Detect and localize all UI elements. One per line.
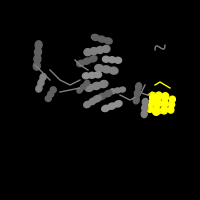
Ellipse shape: [133, 96, 139, 104]
Ellipse shape: [154, 99, 161, 108]
Ellipse shape: [48, 91, 54, 97]
Ellipse shape: [168, 107, 174, 113]
Ellipse shape: [102, 66, 111, 73]
Ellipse shape: [96, 46, 104, 54]
Ellipse shape: [102, 45, 110, 52]
Ellipse shape: [82, 73, 90, 79]
Ellipse shape: [114, 101, 122, 107]
Ellipse shape: [161, 99, 168, 107]
Ellipse shape: [89, 56, 97, 62]
Ellipse shape: [35, 41, 42, 49]
Ellipse shape: [84, 101, 91, 108]
Ellipse shape: [169, 96, 175, 103]
Ellipse shape: [84, 49, 91, 56]
Ellipse shape: [98, 93, 106, 100]
Ellipse shape: [80, 84, 86, 90]
Ellipse shape: [77, 88, 82, 93]
Ellipse shape: [92, 82, 101, 90]
Ellipse shape: [91, 34, 99, 40]
Ellipse shape: [102, 56, 110, 62]
Ellipse shape: [148, 99, 154, 107]
Ellipse shape: [95, 65, 104, 72]
Ellipse shape: [109, 67, 118, 74]
Ellipse shape: [98, 36, 106, 42]
Ellipse shape: [155, 92, 162, 101]
Ellipse shape: [114, 57, 122, 63]
Ellipse shape: [34, 55, 41, 63]
Ellipse shape: [104, 38, 112, 44]
Ellipse shape: [92, 96, 100, 102]
Ellipse shape: [153, 106, 160, 115]
Ellipse shape: [141, 110, 147, 118]
Ellipse shape: [102, 105, 109, 112]
Ellipse shape: [110, 89, 116, 94]
Ellipse shape: [169, 101, 175, 108]
Ellipse shape: [142, 98, 148, 106]
Ellipse shape: [38, 79, 44, 86]
Ellipse shape: [104, 90, 112, 97]
Ellipse shape: [119, 87, 125, 92]
Ellipse shape: [34, 48, 42, 56]
Ellipse shape: [85, 84, 94, 91]
Ellipse shape: [33, 62, 40, 70]
Ellipse shape: [40, 74, 46, 81]
Ellipse shape: [99, 80, 108, 88]
Ellipse shape: [108, 103, 116, 109]
Ellipse shape: [142, 104, 148, 112]
Ellipse shape: [147, 105, 153, 112]
Ellipse shape: [162, 93, 169, 101]
Ellipse shape: [88, 72, 96, 78]
Ellipse shape: [45, 95, 51, 101]
Ellipse shape: [94, 72, 102, 78]
Ellipse shape: [108, 57, 116, 63]
Ellipse shape: [136, 83, 142, 91]
Ellipse shape: [83, 58, 91, 64]
Ellipse shape: [89, 98, 96, 105]
Ellipse shape: [90, 48, 98, 55]
Ellipse shape: [134, 89, 140, 97]
Ellipse shape: [94, 95, 101, 102]
Ellipse shape: [115, 88, 121, 93]
Ellipse shape: [150, 93, 156, 101]
Ellipse shape: [77, 60, 84, 67]
Ellipse shape: [161, 106, 168, 114]
Ellipse shape: [36, 85, 42, 92]
Ellipse shape: [50, 87, 56, 93]
Ellipse shape: [84, 80, 90, 86]
